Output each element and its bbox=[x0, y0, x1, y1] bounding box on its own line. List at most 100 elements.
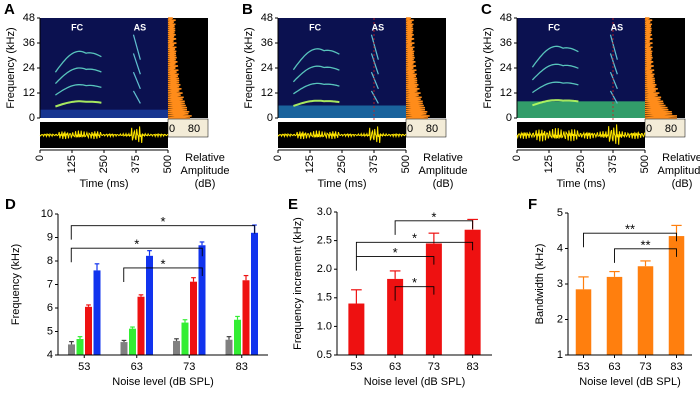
x-tick-label: 500 bbox=[639, 155, 651, 173]
x-tick-label: 83 bbox=[467, 361, 479, 373]
significance-label: ** bbox=[640, 237, 650, 252]
noise-band bbox=[517, 101, 645, 118]
as-harmonic bbox=[609, 53, 618, 75]
bar bbox=[464, 229, 481, 355]
as-harmonic bbox=[132, 71, 141, 90]
bar bbox=[181, 322, 189, 355]
x-tick-label: 125 bbox=[543, 155, 555, 173]
waveform bbox=[277, 126, 407, 143]
error-bar bbox=[389, 270, 401, 279]
panel-label: B bbox=[242, 1, 253, 18]
x-tick-label: 0 bbox=[511, 155, 523, 161]
waveform bbox=[39, 126, 169, 143]
x-axis-label: Noise level (dB SPL) bbox=[364, 376, 466, 388]
error-bar bbox=[235, 315, 240, 320]
bar bbox=[606, 276, 623, 355]
amplitude-tick-label: 80 bbox=[665, 123, 677, 135]
as-harmonic bbox=[132, 34, 141, 60]
call-harmonic bbox=[55, 100, 102, 108]
annotation: AS bbox=[372, 22, 385, 32]
bar bbox=[242, 280, 250, 355]
error-bar bbox=[243, 274, 249, 281]
bar bbox=[668, 236, 685, 355]
call-harmonic bbox=[531, 45, 579, 68]
y-tick-label: 24 bbox=[23, 62, 35, 74]
call-harmonic bbox=[54, 50, 102, 73]
panel-label: D bbox=[5, 196, 16, 213]
as-harmonic bbox=[609, 90, 618, 104]
bar bbox=[173, 340, 180, 355]
x-tick-label: 53 bbox=[78, 361, 90, 373]
error-bar bbox=[69, 341, 74, 345]
x-axis-label: Noise level (dB SPL) bbox=[579, 376, 681, 388]
y-tick-label: 24 bbox=[261, 62, 273, 74]
y-tick-label: 36 bbox=[500, 37, 512, 49]
x-tick-label: 375 bbox=[607, 155, 619, 173]
y-axis-label: Frequency (kHz) bbox=[482, 27, 494, 108]
y-tick-label: 36 bbox=[23, 37, 35, 49]
amplitude-spectrum bbox=[644, 17, 678, 119]
significance-label: * bbox=[393, 245, 398, 260]
x-tick-label: 83 bbox=[670, 361, 682, 373]
y-tick-label: 0 bbox=[506, 112, 512, 124]
bar bbox=[68, 344, 75, 355]
bar bbox=[120, 342, 128, 355]
spectrogram-image bbox=[40, 18, 168, 118]
significance-label: * bbox=[160, 256, 165, 271]
amplitude-label: Relative Amplitude (dB) bbox=[418, 152, 468, 190]
x-tick-label: 250 bbox=[98, 155, 110, 173]
error-bar bbox=[130, 326, 135, 329]
significance-label: * bbox=[134, 237, 139, 252]
significance-bracket bbox=[614, 248, 677, 263]
significance-bracket bbox=[583, 232, 677, 248]
y-tick-label: 12 bbox=[500, 87, 512, 99]
bar bbox=[85, 306, 92, 355]
noise-band bbox=[278, 105, 406, 118]
significance-label: * bbox=[431, 209, 436, 224]
significance-label: * bbox=[412, 231, 417, 246]
x-tick-label: 250 bbox=[336, 155, 348, 173]
amplitude-spectrum bbox=[167, 17, 192, 119]
x-axis-label: Noise level (dB SPL) bbox=[112, 376, 214, 388]
amplitude-tick-label: 80 bbox=[188, 123, 200, 135]
y-tick-label: 24 bbox=[500, 62, 512, 74]
significance-bracket bbox=[394, 286, 435, 301]
error-bar bbox=[640, 260, 651, 267]
amplitude-spectrum bbox=[405, 17, 430, 119]
y-tick-label: 0 bbox=[267, 112, 273, 124]
y-tick-label: 2.5 bbox=[317, 235, 332, 247]
x-tick-label: 125 bbox=[66, 155, 78, 173]
x-tick-label: 73 bbox=[639, 361, 651, 373]
annotation: FC bbox=[548, 22, 560, 32]
as-harmonic bbox=[370, 90, 379, 104]
y-tick-label: 36 bbox=[261, 37, 273, 49]
panel-label: F bbox=[528, 196, 537, 213]
significance-bracket bbox=[70, 247, 203, 263]
y-tick-label: 48 bbox=[23, 12, 35, 24]
x-tick-label: 73 bbox=[428, 361, 440, 373]
significance-label: * bbox=[160, 214, 165, 229]
y-tick-label: 4 bbox=[47, 349, 53, 361]
y-tick-label: 0 bbox=[29, 112, 35, 124]
y-axis-label: Bandwidth (kHz) bbox=[534, 244, 546, 325]
call-harmonic bbox=[293, 99, 340, 107]
x-tick-label: 250 bbox=[575, 155, 587, 173]
as-harmonic bbox=[609, 34, 618, 60]
y-tick-label: 6 bbox=[47, 302, 53, 314]
error-bar bbox=[578, 276, 589, 290]
bar bbox=[251, 232, 258, 355]
y-tick-label: 48 bbox=[261, 12, 273, 24]
y-tick-label: 5 bbox=[557, 207, 563, 219]
bar bbox=[575, 289, 592, 355]
amplitude-label: Relative Amplitude (dB) bbox=[180, 152, 230, 190]
bar bbox=[76, 339, 84, 355]
y-tick-label: 2 bbox=[557, 313, 563, 325]
error-bar bbox=[138, 294, 144, 297]
panel-label: E bbox=[288, 196, 298, 213]
y-tick-label: 9 bbox=[47, 231, 53, 243]
x-tick-label: 63 bbox=[389, 361, 401, 373]
as-harmonic bbox=[609, 71, 618, 90]
significance-bracket bbox=[123, 267, 203, 282]
